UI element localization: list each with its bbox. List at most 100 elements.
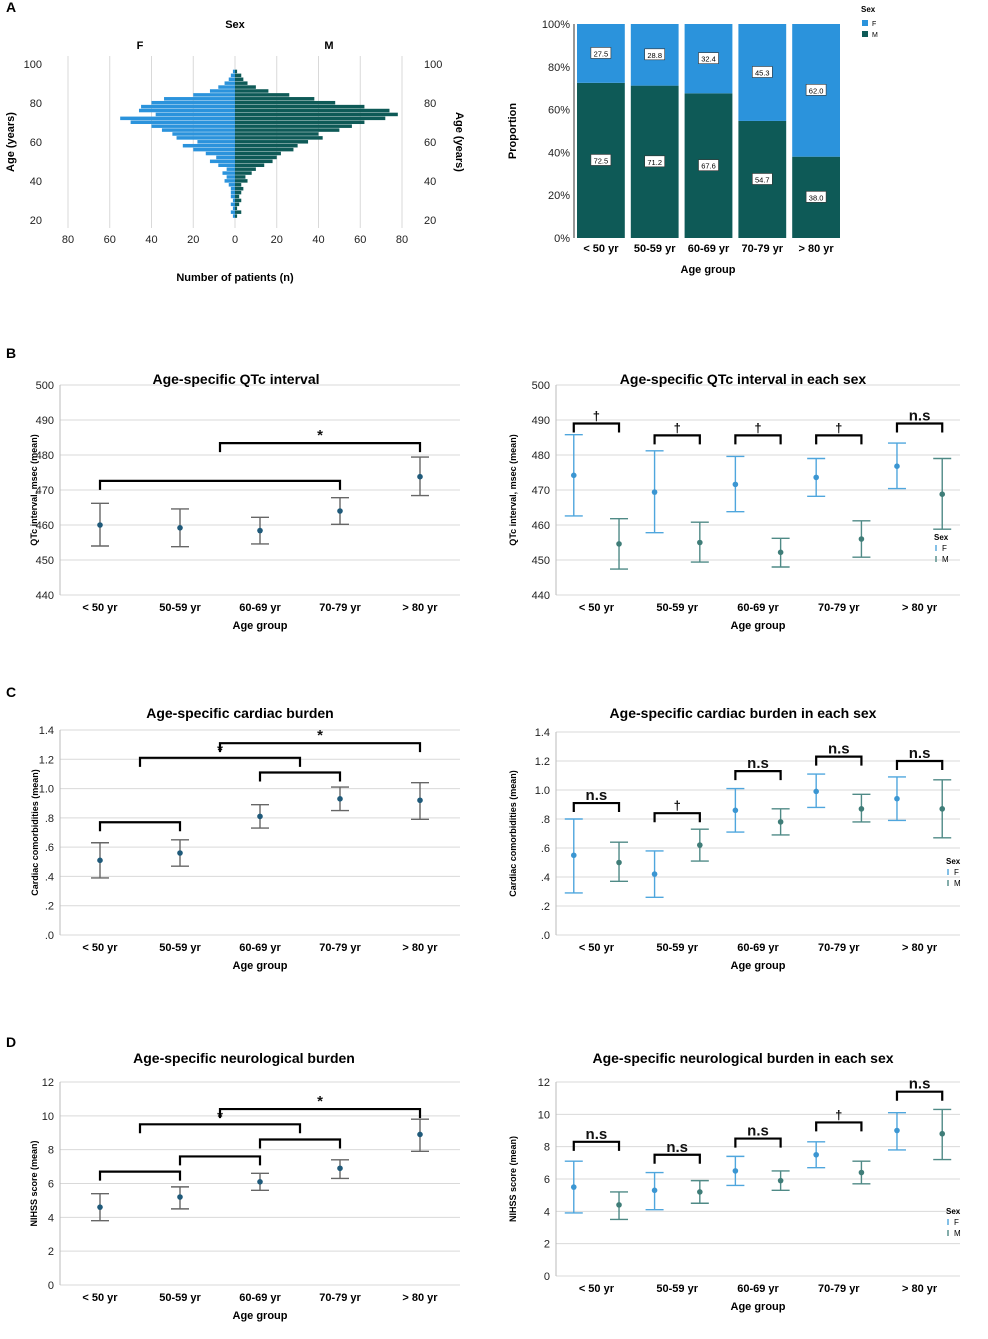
mean-point-m: [777, 1177, 784, 1184]
x-tick-label: 50-59 yr: [634, 243, 676, 255]
legend-swatch-male: [862, 31, 868, 37]
mean-point-all: [257, 527, 263, 534]
x-tick-label: > 80 yr: [902, 942, 938, 954]
significance-bracket: [572, 422, 621, 433]
pyramid-bar-male: [235, 179, 248, 183]
significance-bracket: [178, 1155, 262, 1166]
x-tick-label: 50-59 yr: [159, 602, 201, 614]
significance-bracket: [98, 821, 182, 832]
chart-title: Age-specific neurological burden: [133, 1050, 355, 1066]
significance-label: †: [835, 1107, 842, 1122]
significance-label: *: [317, 427, 323, 444]
significance-label: n.s: [666, 1139, 688, 1156]
mean-point-f: [732, 481, 739, 488]
y-tick-label: 8: [544, 1142, 550, 1154]
mean-point-m: [616, 1202, 622, 1208]
pyramid-bar-female: [226, 175, 235, 179]
panel-label-c: C: [6, 684, 16, 700]
chart-title: Age-specific cardiac burden: [146, 705, 334, 721]
pyramid-bar-female: [224, 81, 235, 85]
y-tick-label: .8: [541, 814, 550, 826]
y-tick-label: 60: [30, 137, 42, 149]
chart-title: Age-specific QTc interval in each sex: [620, 371, 867, 387]
y-tick-label: 40: [424, 176, 436, 188]
y-tick-label: 490: [36, 415, 54, 427]
y-tick-label: 12: [42, 1077, 54, 1089]
y-tick-label: 460: [532, 520, 550, 532]
pyramid-bar-female: [222, 171, 235, 175]
pyramid-bar-female: [209, 159, 235, 164]
pyramid-bar-female: [155, 112, 235, 117]
cardiac-burden-chart: .0 .2 .4 .6 .8 1.0 1.2 1.4 < 50 yr 50-59 yr 60-69 …: [30, 705, 460, 972]
mean-point-m: [858, 806, 865, 812]
pyramid-bar-male: [235, 89, 269, 93]
chart-title: Sex: [225, 19, 245, 31]
mean-point-f: [570, 472, 577, 479]
pyramid-bar-male: [235, 69, 238, 74]
data-label-box: [805, 191, 827, 203]
significance-label: n.s: [828, 741, 850, 758]
data-label-box: [590, 47, 612, 59]
y-tick-label: 10: [538, 1109, 550, 1121]
y-tick-label: 500: [36, 380, 54, 392]
y-tick-label: 6: [544, 1174, 550, 1186]
pyramid-bar-female: [193, 147, 235, 152]
y-tick-label: 40: [30, 176, 42, 188]
y-tick-label: 440: [532, 590, 550, 602]
pyramid-bar-female: [230, 73, 235, 78]
data-label-box: [590, 154, 612, 166]
x-tick-label: 50-59 yr: [159, 942, 201, 954]
significance-bracket: [572, 801, 621, 813]
y-tick-label: 0: [544, 1271, 550, 1283]
y-tick-label: 490: [532, 415, 550, 427]
y-tick-label: 100%: [542, 19, 570, 31]
x-tick-label: 60: [354, 234, 366, 246]
mean-point-m: [858, 1169, 865, 1176]
pyramid-bar-male: [235, 147, 294, 152]
pyramid-bar-male: [235, 81, 248, 85]
pyramid-bar-female: [172, 132, 235, 136]
legend-label-male: M: [872, 32, 878, 39]
y-axis-label: QTc interval, msec (mean): [508, 434, 518, 545]
significance-bracket: [653, 1153, 701, 1164]
data-label-male: 67.6: [701, 162, 716, 171]
y-axis-label: Cardiac comorbidities (mean): [508, 770, 518, 897]
x-axis-label: Number of patients (n): [176, 272, 294, 284]
data-label-female: 45.3: [755, 68, 770, 77]
mean-point-all: [337, 1165, 343, 1172]
legend-title: Sex: [934, 533, 949, 542]
y-tick-label: .0: [45, 930, 54, 942]
pyramid-bar-female: [232, 69, 235, 74]
pyramid-bar-male: [235, 124, 352, 128]
x-tick-label: 60-69 yr: [239, 602, 281, 614]
pyramid-bar-male: [235, 159, 273, 164]
x-tick-label: < 50 yr: [579, 602, 615, 614]
significance-bracket: [218, 442, 422, 453]
qtc-interval-chart: 440 450 460 470 480 490 500 < 50 yr 50-59 yr 60-6…: [29, 371, 460, 632]
y-tick-label: 20: [424, 215, 436, 227]
x-tick-label: 70-79 yr: [319, 1292, 361, 1304]
significance-bracket: [218, 1107, 422, 1119]
x-tick-label: > 80 yr: [402, 1292, 438, 1304]
significance-bracket: [138, 1123, 302, 1134]
pyramid-bar-female: [216, 155, 235, 160]
x-tick-label: 50-59 yr: [656, 1283, 698, 1295]
pyramid-bar-female: [232, 214, 235, 218]
pyramid-bar-female: [138, 108, 235, 113]
y-axis-label: NIHSS score (mean): [508, 1136, 518, 1222]
legend-label-female: F: [872, 21, 876, 28]
x-tick-label: < 50 yr: [583, 243, 619, 255]
pyramid-bar-male: [235, 136, 323, 140]
data-label-box: [698, 159, 719, 171]
x-axis-label: Age group: [233, 1310, 288, 1322]
significance-label: *: [317, 1093, 323, 1110]
panel-label-d: D: [6, 1034, 16, 1050]
y-tick-label: 1.2: [39, 754, 54, 766]
y-tick-label: 0: [48, 1280, 54, 1292]
mean-point-all: [97, 522, 103, 528]
pyramid-bar-female: [164, 97, 235, 101]
mean-point-all: [257, 1179, 263, 1185]
pyramid-bar-male: [235, 73, 242, 78]
mean-point-all: [177, 850, 183, 856]
x-tick-label: 60-69 yr: [737, 942, 779, 954]
